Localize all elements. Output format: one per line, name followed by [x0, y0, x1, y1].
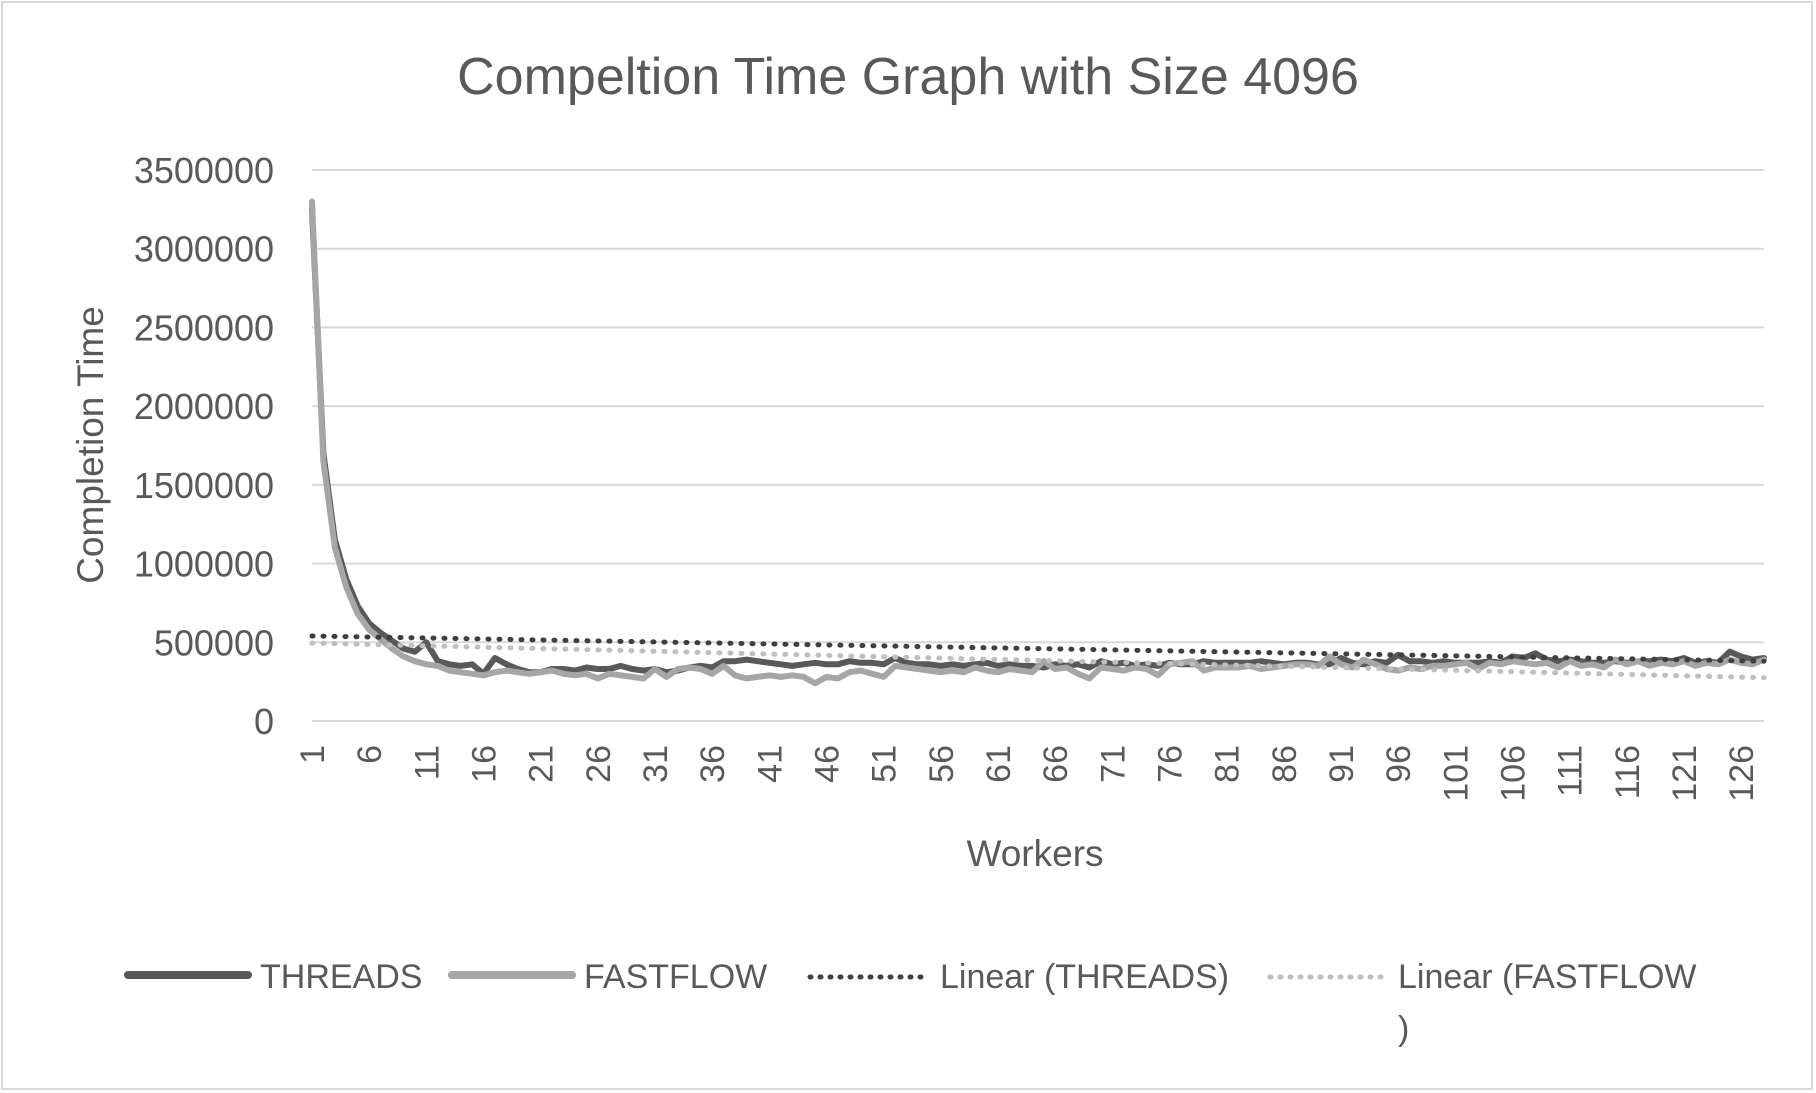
y-axis-ticks: 3500000 3000000 2500000 2000000 1500000 10000… [134, 150, 274, 742]
x-tick-label: 51 [866, 745, 904, 783]
y-tick-label: 1000000 [134, 544, 274, 585]
legend-item-threads: THREADS [124, 958, 422, 996]
x-tick-label: 121 [1666, 745, 1704, 802]
x-tick-label: 31 [637, 745, 675, 783]
x-axis-ticks: 1 6 11 16 21 26 31 36 41 46 51 56 61 66 71 76 81 86 91 96 10… [294, 745, 1761, 802]
x-tick-label: 66 [1037, 745, 1075, 783]
y-tick-label: 1500000 [134, 465, 274, 506]
legend-label-fastflow: FASTFLOW [584, 958, 767, 996]
x-tick-label: 126 [1723, 745, 1761, 802]
x-tick-label: 101 [1437, 745, 1475, 802]
x-tick-label: 116 [1609, 745, 1647, 799]
legend-item-linear-threads: Linear (THREADS) [807, 958, 1229, 996]
x-tick-label: 61 [980, 745, 1018, 783]
x-tick-label: 76 [1151, 745, 1189, 783]
x-tick-label: 26 [580, 745, 618, 783]
series-line-threads [309, 206, 1767, 677]
x-tick-label: 111 [1552, 745, 1590, 797]
x-tick-label: 96 [1380, 745, 1418, 783]
x-tick-label: 91 [1323, 745, 1361, 783]
legend-label-threads: THREADS [260, 958, 422, 996]
legend-item-linear-fastflow: Linear (FASTFLOW ) [1267, 958, 1697, 1048]
y-tick-label: 0 [254, 701, 274, 742]
x-tick-label: 41 [751, 745, 789, 783]
legend-label-linear-threads: Linear (THREADS) [940, 958, 1229, 996]
series-line-fastflow [309, 198, 1767, 687]
x-tick-label: 46 [808, 745, 846, 783]
x-tick-label: 86 [1266, 745, 1304, 783]
y-tick-label: 500000 [154, 622, 274, 663]
series-line-linear-threads [309, 633, 1767, 664]
x-tick-label: 16 [465, 745, 503, 783]
series-line-linear-fastflow [309, 640, 1767, 681]
x-tick-label: 6 [351, 745, 389, 764]
y-tick-label: 3500000 [134, 150, 274, 191]
x-tick-label: 56 [923, 745, 961, 783]
y-tick-label: 2500000 [134, 307, 274, 348]
x-tick-label: 81 [1209, 745, 1247, 783]
x-tick-label: 21 [523, 745, 561, 783]
legend-label-linear-fastflow-cont: ) [1398, 1010, 1409, 1048]
gridlines [312, 169, 1764, 722]
y-tick-label: 2000000 [134, 386, 274, 427]
y-tick-label: 3000000 [134, 229, 274, 270]
x-tick-label: 71 [1094, 745, 1132, 783]
legend: THREADS FASTFLOW Linear (THREADS) Linear… [124, 958, 1697, 1048]
x-tick-label: 11 [408, 745, 446, 780]
x-tick-label: 36 [694, 745, 732, 783]
x-axis-label: Workers [966, 833, 1103, 874]
x-tick-label: 106 [1494, 745, 1532, 802]
chart-title: Compeltion Time Graph with Size 4096 [457, 48, 1359, 106]
y-axis-label: Completion Time [70, 306, 111, 584]
legend-item-fastflow: FASTFLOW [448, 958, 767, 996]
x-tick-label: 1 [294, 745, 332, 764]
plot-area [309, 198, 1767, 687]
legend-label-linear-fastflow: Linear (FASTFLOW [1398, 958, 1697, 996]
